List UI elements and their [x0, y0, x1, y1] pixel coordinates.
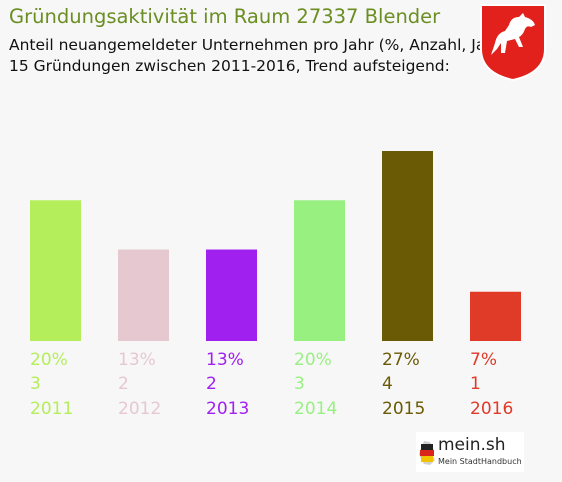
year-label-2013: 2013 [206, 399, 249, 419]
percent-label-2015: 27% [382, 350, 420, 370]
mein-sh-logo: mein.sh Mein StadtHandbuch [416, 432, 524, 472]
bar-2013 [206, 249, 257, 341]
bar-2016 [470, 291, 521, 341]
percent-label-2016: 7% [470, 350, 497, 370]
count-label-2014: 3 [294, 374, 305, 394]
year-label-2015: 2015 [382, 399, 425, 419]
percent-label-2013: 13% [206, 350, 244, 370]
count-label-2012: 2 [118, 374, 129, 394]
percent-label-2012: 13% [118, 350, 156, 370]
bar-2014 [294, 200, 345, 341]
year-label-2011: 2011 [30, 399, 73, 419]
count-label-2015: 4 [382, 374, 393, 394]
bar-2012 [118, 249, 169, 341]
year-label-2014: 2014 [294, 399, 337, 419]
chart-title: Gründungsaktivität im Raum 27337 Blender [9, 5, 441, 28]
lower-saxony-horse-crest-icon [480, 4, 546, 81]
count-label-2016: 1 [470, 374, 481, 394]
chart-summary: 15 Gründungen zwischen 2011-2016, Trend … [9, 57, 450, 75]
footer-tagline: Mein StadtHandbuch [438, 457, 522, 466]
count-label-2013: 2 [206, 374, 217, 394]
germany-map-icon [419, 441, 435, 465]
percent-label-2014: 20% [294, 350, 332, 370]
percent-label-2011: 20% [30, 350, 68, 370]
count-label-2011: 3 [30, 374, 41, 394]
chart-subtitle: Anteil neuangemeldeter Unternehmen pro J… [9, 36, 508, 54]
bar-2011 [30, 200, 81, 341]
year-label-2012: 2012 [118, 399, 161, 419]
footer-brand: mein.sh [438, 435, 506, 455]
year-label-2016: 2016 [470, 399, 513, 419]
bar-2015 [382, 151, 433, 341]
